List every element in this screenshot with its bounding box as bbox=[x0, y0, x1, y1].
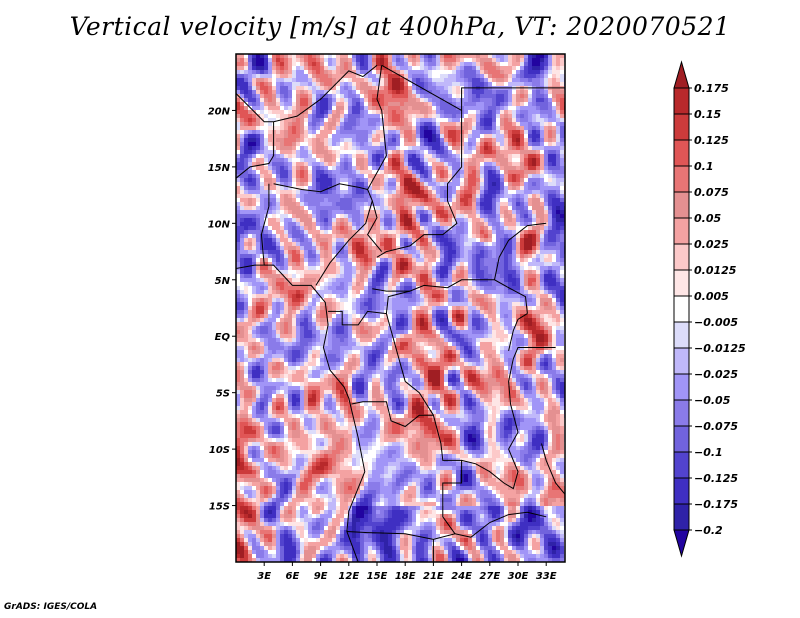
colorbar: 0.175 0.15 0.125 0.1 0.075 0.05 0.025 0.0125 0.0… bbox=[673, 60, 746, 558]
border-line bbox=[346, 531, 472, 540]
border-line bbox=[273, 183, 368, 193]
border-line bbox=[470, 511, 547, 538]
colorbar-label: 0.175 bbox=[694, 82, 729, 95]
border-line bbox=[385, 313, 434, 416]
colorbar-label: 0.025 bbox=[694, 238, 729, 251]
colorbar-box bbox=[673, 373, 690, 401]
colorbar-box bbox=[673, 347, 690, 375]
x-axis: 3E 6E 9E 12E 15E 18E 21E 24E 27E 30E 33E bbox=[257, 562, 557, 582]
y-tick-label: 5S bbox=[216, 389, 230, 400]
chart-title: Vertical velocity [m/s] at 400hPa, VT: 2… bbox=[69, 12, 731, 41]
y-tick-label: EQ bbox=[215, 332, 231, 343]
y-tick-label: 15S bbox=[209, 502, 230, 513]
y-tick-label: 10S bbox=[209, 445, 230, 456]
border-line bbox=[372, 279, 528, 314]
colorbar-box bbox=[673, 321, 690, 349]
x-tick-label: 12E bbox=[338, 571, 359, 582]
colorbar-label: −0.125 bbox=[694, 472, 738, 485]
colorbar-label: −0.1 bbox=[694, 446, 723, 459]
country-borders bbox=[236, 64, 565, 562]
colorbar-label: −0.175 bbox=[694, 498, 738, 511]
border-line bbox=[328, 290, 411, 326]
colorbar-label: −0.0125 bbox=[694, 342, 746, 355]
colorbar-label: 0.005 bbox=[694, 290, 729, 303]
border-line bbox=[461, 403, 519, 490]
colorbar-box bbox=[673, 139, 690, 167]
colorbar-label: 0.05 bbox=[694, 212, 721, 225]
border-line bbox=[376, 64, 463, 258]
x-tick-label: 15E bbox=[367, 571, 388, 582]
colorbar-box bbox=[673, 295, 690, 323]
x-tick-label: 24E bbox=[451, 571, 472, 582]
border-line bbox=[508, 313, 528, 352]
colorbar-label: −0.025 bbox=[694, 368, 738, 381]
colorbar-label: −0.005 bbox=[694, 316, 738, 329]
colorbar-box bbox=[673, 503, 690, 531]
x-tick-label: 21E bbox=[423, 571, 444, 582]
y-tick-label: 5N bbox=[215, 276, 231, 287]
border-line bbox=[236, 64, 378, 123]
colorbar-label: 0.0125 bbox=[694, 264, 737, 277]
colorbar-box bbox=[673, 425, 690, 453]
velocity-field bbox=[236, 54, 565, 562]
colorbar-label: 0.125 bbox=[694, 134, 729, 147]
colorbar-box bbox=[673, 243, 690, 271]
x-tick-label: 18E bbox=[395, 571, 416, 582]
border-line bbox=[494, 222, 547, 280]
colorbar-label: −0.2 bbox=[694, 524, 723, 537]
border-line bbox=[236, 121, 275, 179]
colorbar-box bbox=[673, 399, 690, 427]
colorbar-label: 0.15 bbox=[694, 108, 721, 121]
border-line bbox=[541, 443, 565, 495]
y-tick-label: 10N bbox=[208, 219, 231, 230]
x-tick-label: 3E bbox=[257, 571, 271, 582]
colorbar-box bbox=[673, 269, 690, 297]
border-line bbox=[366, 65, 387, 252]
colorbar-box bbox=[673, 217, 690, 245]
y-tick-label: 20N bbox=[208, 106, 231, 117]
colorbar-extend-top bbox=[673, 60, 690, 89]
colorbar-extend-bottom bbox=[673, 529, 690, 558]
colorbar-box bbox=[673, 87, 690, 115]
border-line bbox=[236, 264, 366, 562]
colorbar-label: 0.1 bbox=[694, 160, 714, 173]
border-line bbox=[260, 183, 270, 266]
x-tick-label: 9E bbox=[314, 571, 328, 582]
colorbar-label: −0.075 bbox=[694, 420, 738, 433]
colorbar-label: −0.05 bbox=[694, 394, 731, 407]
x-tick-label: 30E bbox=[508, 571, 529, 582]
x-tick-label: 6E bbox=[286, 571, 300, 582]
border-line bbox=[461, 87, 565, 111]
y-axis: 20N 15N 10N 5N EQ 5S 10S 15S bbox=[208, 106, 236, 513]
map-frame bbox=[235, 53, 566, 563]
colorbar-box bbox=[673, 165, 690, 193]
y-tick-label: 15N bbox=[208, 163, 231, 174]
colorbar-box bbox=[673, 191, 690, 219]
border-line bbox=[315, 200, 373, 286]
x-tick-label: 27E bbox=[479, 571, 500, 582]
border-line bbox=[351, 401, 463, 535]
colorbar-label: 0.075 bbox=[694, 186, 729, 199]
colorbar-box bbox=[673, 113, 690, 141]
border-line bbox=[508, 347, 556, 405]
colorbar-box bbox=[673, 477, 690, 505]
x-tick-label: 33E bbox=[536, 571, 557, 582]
grads-credit: GrADS: IGES/COLA bbox=[4, 602, 98, 612]
colorbar-box bbox=[673, 451, 690, 479]
